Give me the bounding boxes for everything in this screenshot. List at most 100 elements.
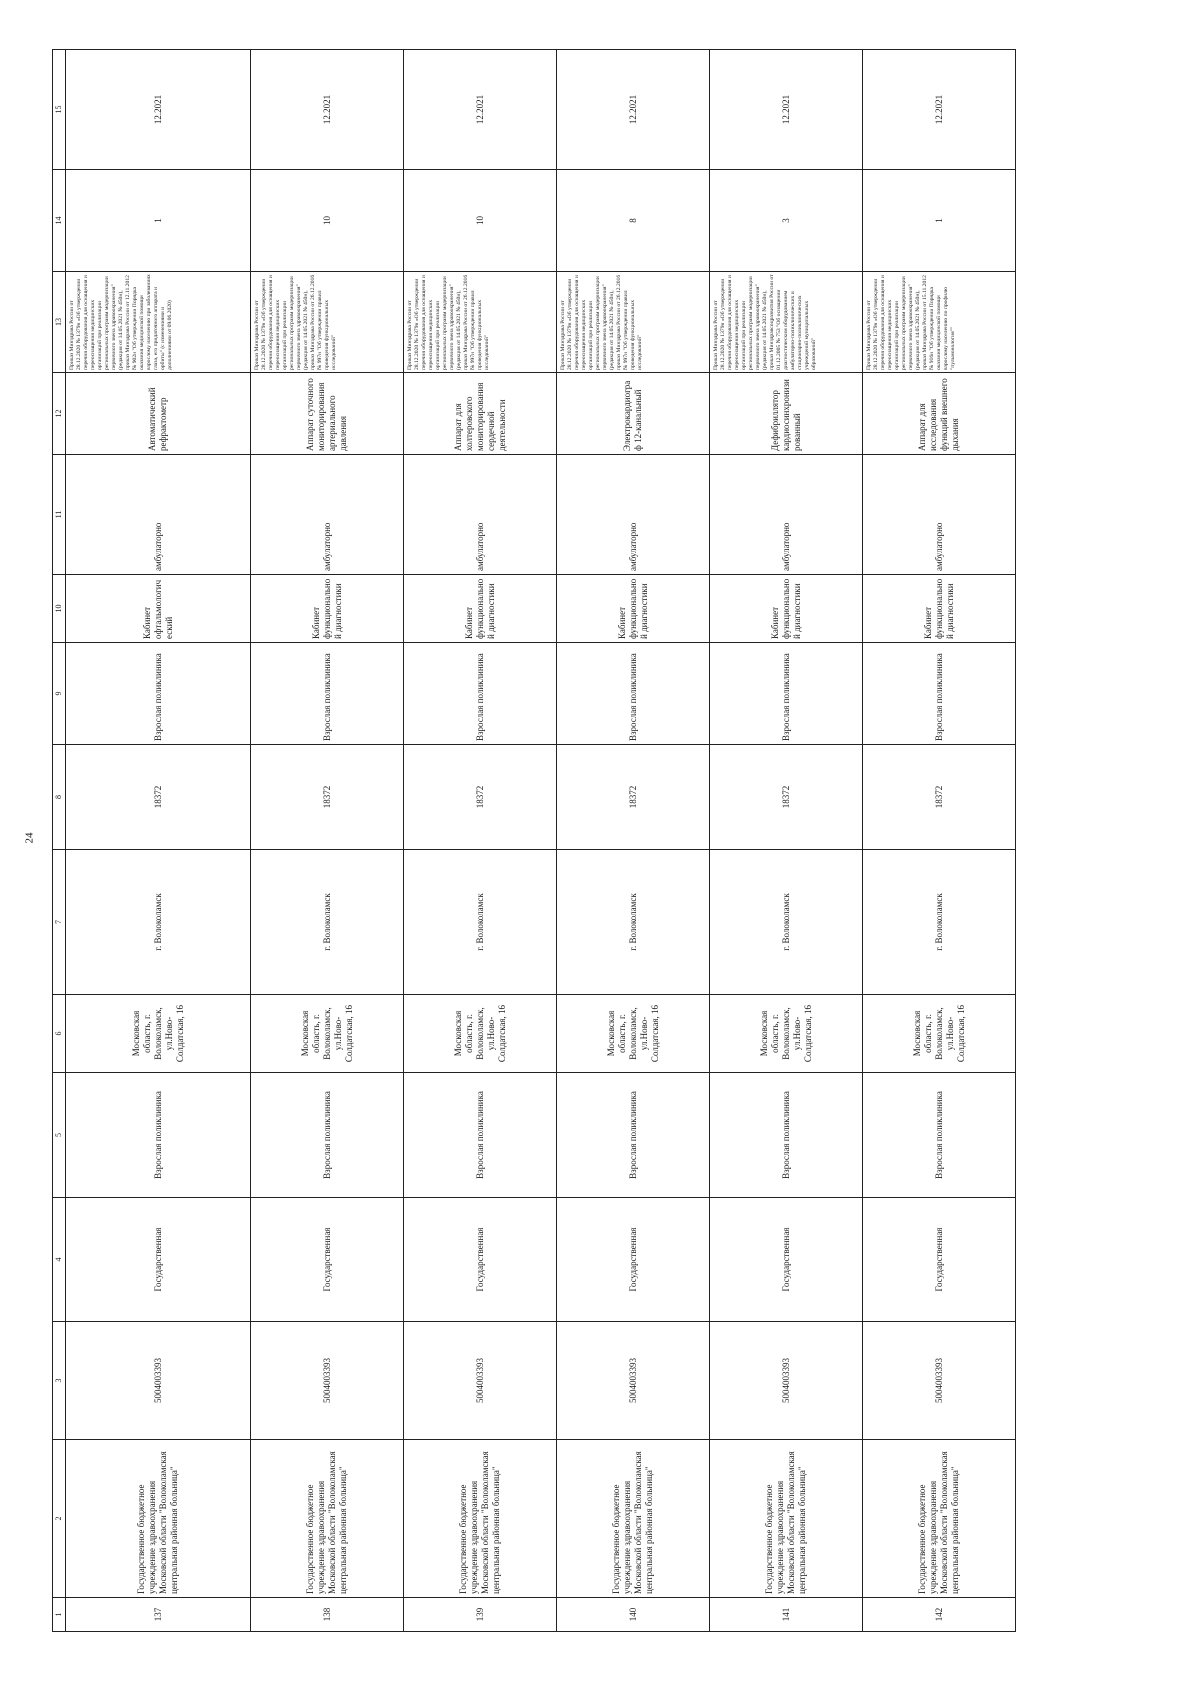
regulatory-basis-cell: Приказ Минздрава России от 28.12.2020 № … [250,271,404,373]
organization-name-cell: Государственное бюджетное учреждение здр… [250,1439,404,1598]
column-number-8: 8 [52,744,66,850]
delivery-date-cell: 12.2021 [862,49,1016,170]
ownership-form-cell: Государственная [862,1197,1016,1322]
row-number-cell: 138 [250,1597,404,1632]
quantity-cell: 1 [65,169,251,272]
inn-cell: 5004003393 [709,1321,863,1440]
column-number-12: 12 [52,372,66,455]
address-cell: Московская область, г. Волоколамск, ул.Н… [556,994,710,1073]
column-number-1: 1 [52,1597,66,1632]
address-cell: Московская область, г. Волоколамск, ул.Н… [250,994,404,1073]
table-row: 137 Государственное бюджетное учреждение … [65,49,251,1632]
address-cell: Московская область, г. Волоколамск, ул.Н… [862,994,1016,1073]
room-cell: Кабинет функциональной диагностики [709,574,863,643]
table-row: 142 Государственное бюджетное учреждение … [862,49,1016,1632]
ownership-form-cell: Государственная [250,1197,404,1322]
column-number-9: 9 [52,642,66,745]
structural-unit-cell: Взрослая поликлиника [709,642,863,745]
row-number-cell: 141 [709,1597,863,1632]
inn-cell: 5004003393 [862,1321,1016,1440]
regulatory-basis-cell: Приказ Минздрава России от 28.12.2020 № … [65,271,251,373]
structural-unit-cell: Взрослая поликлиника [556,642,710,745]
locality-cell: г. Волоколамск [403,849,557,995]
delivery-date-cell: 12.2021 [556,49,710,170]
structural-unit-cell: Взрослая поликлиника [250,642,404,745]
subdivision-cell: Взрослая поликлиника [403,1072,557,1198]
column-number-11: 11 [52,454,66,575]
locality-cell: г. Волоколамск [250,849,404,995]
row-number-cell: 140 [556,1597,710,1632]
population-cell: 18372 [403,744,557,850]
address-cell: Московская область, г. Волоколамск, ул.Н… [65,994,251,1073]
rotated-table-wrapper: 1 2 3 4 5 6 7 8 9 10 11 12 13 14 15 137 Государственное … [52,49,1016,1632]
subdivision-cell: Взрослая поликлиника [556,1072,710,1198]
population-cell: 18372 [862,744,1016,850]
table-row: 139 Государственное бюджетное учреждение … [403,49,557,1632]
inn-cell: 5004003393 [556,1321,710,1440]
organization-name-cell: Государственное бюджетное учреждение здр… [862,1439,1016,1598]
column-number-13: 13 [52,271,66,373]
care-conditions-cell: амбулаторно [556,454,710,575]
delivery-date-cell: 12.2021 [709,49,863,170]
room-cell: Кабинет функциональной диагностики [250,574,404,643]
inn-cell: 5004003393 [403,1321,557,1440]
care-conditions-cell: амбулаторно [65,454,251,575]
row-number-cell: 142 [862,1597,1016,1632]
column-number-5: 5 [52,1072,66,1198]
ownership-form-cell: Государственная [403,1197,557,1322]
subdivision-cell: Взрослая поликлиника [709,1072,863,1198]
delivery-date-cell: 12.2021 [250,49,404,170]
table-row: 141 Государственное бюджетное учреждение … [709,49,863,1632]
room-cell: Кабинет функциональной диагностики [556,574,710,643]
locality-cell: г. Волоколамск [65,849,251,995]
table-row: 138 Государственное бюджетное учреждение … [250,49,404,1632]
structural-unit-cell: Взрослая поликлиника [403,642,557,745]
population-cell: 18372 [65,744,251,850]
equipment-name-cell: Аппарат для холтеровского мониторировани… [403,372,557,455]
column-number-6: 6 [52,994,66,1073]
regulatory-basis-cell: Приказ Минздрава России от 28.12.2020 № … [556,271,710,373]
population-cell: 18372 [250,744,404,850]
equipment-name-cell: Дефибриллятор кардиосинхронизированный [709,372,863,455]
organization-name-cell: Государственное бюджетное учреждение здр… [556,1439,710,1598]
quantity-cell: 3 [709,169,863,272]
address-cell: Московская область, г. Волоколамск, ул.Н… [403,994,557,1073]
column-number-14: 14 [52,169,66,272]
locality-cell: г. Волоколамск [862,849,1016,995]
page-number: 24 [23,832,36,844]
row-number-cell: 139 [403,1597,557,1632]
room-cell: Кабинет функциональной диагностики [862,574,1016,643]
care-conditions-cell: амбулаторно [250,454,404,575]
room-cell: Кабинет офтальмологический [65,574,251,643]
equipment-table: 1 2 3 4 5 6 7 8 9 10 11 12 13 14 15 137 Государственное … [52,49,1016,1632]
subdivision-cell: Взрослая поликлиника [250,1072,404,1198]
quantity-cell: 10 [403,169,557,272]
column-number-7: 7 [52,849,66,995]
population-cell: 18372 [556,744,710,850]
ownership-form-cell: Государственная [556,1197,710,1322]
care-conditions-cell: амбулаторно [709,454,863,575]
equipment-name-cell: Аппарат для исследования функций внешнег… [862,372,1016,455]
table-row: 140 Государственное бюджетное учреждение … [556,49,710,1632]
equipment-name-cell: Электрокардиограф 12-канальный [556,372,710,455]
structural-unit-cell: Взрослая поликлиника [65,642,251,745]
subdivision-cell: Взрослая поликлиника [65,1072,251,1198]
column-number-4: 4 [52,1197,66,1322]
room-cell: Кабинет функциональной диагностики [403,574,557,643]
organization-name-cell: Государственное бюджетное учреждение здр… [709,1439,863,1598]
regulatory-basis-cell: Приказ Минздрава России от 28.12.2020 № … [862,271,1016,373]
structural-unit-cell: Взрослая поликлиника [862,642,1016,745]
quantity-cell: 10 [250,169,404,272]
column-number-2: 2 [52,1439,66,1598]
delivery-date-cell: 12.2021 [65,49,251,170]
quantity-cell: 1 [862,169,1016,272]
population-cell: 18372 [709,744,863,850]
care-conditions-cell: амбулаторно [403,454,557,575]
inn-cell: 5004003393 [250,1321,404,1440]
column-number-3: 3 [52,1321,66,1440]
subdivision-cell: Взрослая поликлиника [862,1072,1016,1198]
quantity-cell: 8 [556,169,710,272]
address-cell: Московская область, г. Волоколамск, ул.Н… [709,994,863,1073]
regulatory-basis-cell: Приказ Минздрава России от 28.12.2020 № … [403,271,557,373]
organization-name-cell: Государственное бюджетное учреждение здр… [65,1439,251,1598]
